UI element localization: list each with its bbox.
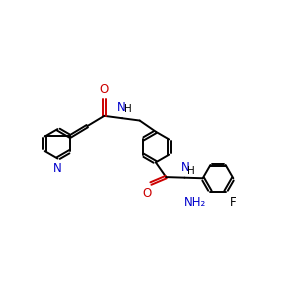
Text: H: H (187, 166, 195, 176)
Text: N: N (53, 162, 62, 175)
Text: NH₂: NH₂ (184, 196, 206, 209)
Text: O: O (143, 187, 152, 200)
Text: F: F (230, 196, 237, 209)
Text: N: N (181, 160, 189, 174)
Text: O: O (100, 83, 109, 96)
Text: H: H (124, 104, 132, 114)
Text: N: N (117, 101, 126, 114)
